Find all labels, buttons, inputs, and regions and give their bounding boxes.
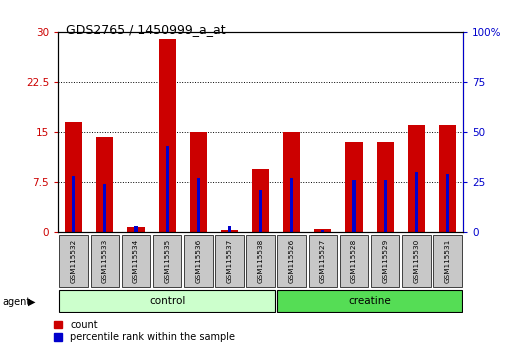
FancyBboxPatch shape	[122, 235, 150, 287]
FancyBboxPatch shape	[59, 290, 274, 312]
Bar	[259, 190, 262, 232]
Bar	[345, 142, 362, 232]
Bar	[134, 226, 137, 232]
Bar	[314, 229, 331, 232]
Bar	[196, 178, 199, 232]
Bar	[103, 184, 106, 232]
Bar	[445, 174, 448, 232]
FancyBboxPatch shape	[215, 235, 243, 287]
Text: agent: agent	[3, 297, 31, 307]
Text: GSM115528: GSM115528	[350, 239, 357, 283]
Text: GSM115530: GSM115530	[413, 239, 419, 283]
Bar	[96, 137, 113, 232]
Text: creatine: creatine	[347, 296, 390, 306]
Bar	[127, 227, 144, 232]
Text: control: control	[148, 296, 185, 306]
Text: GSM115532: GSM115532	[71, 239, 77, 283]
FancyBboxPatch shape	[277, 235, 306, 287]
Bar	[283, 132, 299, 232]
Text: GSM115534: GSM115534	[133, 239, 139, 283]
Text: GSM115526: GSM115526	[288, 239, 294, 283]
Bar	[72, 176, 75, 232]
Bar	[352, 180, 355, 232]
Text: GSM115538: GSM115538	[257, 239, 263, 283]
Text: GSM115531: GSM115531	[443, 239, 449, 283]
FancyBboxPatch shape	[153, 235, 181, 287]
FancyBboxPatch shape	[59, 235, 88, 287]
Bar	[251, 169, 269, 232]
Bar	[438, 125, 455, 232]
Text: GSM115536: GSM115536	[195, 239, 201, 283]
Text: GSM115535: GSM115535	[164, 239, 170, 283]
FancyBboxPatch shape	[184, 235, 212, 287]
Bar	[321, 230, 324, 232]
Bar	[289, 178, 293, 232]
Text: GSM115527: GSM115527	[319, 239, 325, 283]
Bar	[376, 142, 393, 232]
Bar	[407, 125, 424, 232]
Text: GSM115529: GSM115529	[381, 239, 387, 283]
FancyBboxPatch shape	[401, 235, 430, 287]
Text: GDS2765 / 1450999_a_at: GDS2765 / 1450999_a_at	[66, 23, 225, 36]
FancyBboxPatch shape	[308, 235, 336, 287]
Bar	[383, 180, 386, 232]
Bar	[65, 122, 82, 232]
FancyBboxPatch shape	[246, 235, 274, 287]
FancyBboxPatch shape	[370, 235, 398, 287]
FancyBboxPatch shape	[277, 290, 461, 312]
FancyBboxPatch shape	[90, 235, 119, 287]
Text: ▶: ▶	[28, 297, 35, 307]
Bar	[227, 226, 231, 232]
Bar	[158, 39, 175, 232]
Legend: count, percentile rank within the sample: count, percentile rank within the sample	[55, 320, 234, 342]
Text: GSM115537: GSM115537	[226, 239, 232, 283]
Bar	[221, 230, 237, 232]
FancyBboxPatch shape	[339, 235, 368, 287]
Text: GSM115533: GSM115533	[102, 239, 108, 283]
FancyBboxPatch shape	[432, 235, 461, 287]
Bar	[189, 132, 207, 232]
Bar	[165, 146, 168, 232]
Bar	[414, 172, 417, 232]
